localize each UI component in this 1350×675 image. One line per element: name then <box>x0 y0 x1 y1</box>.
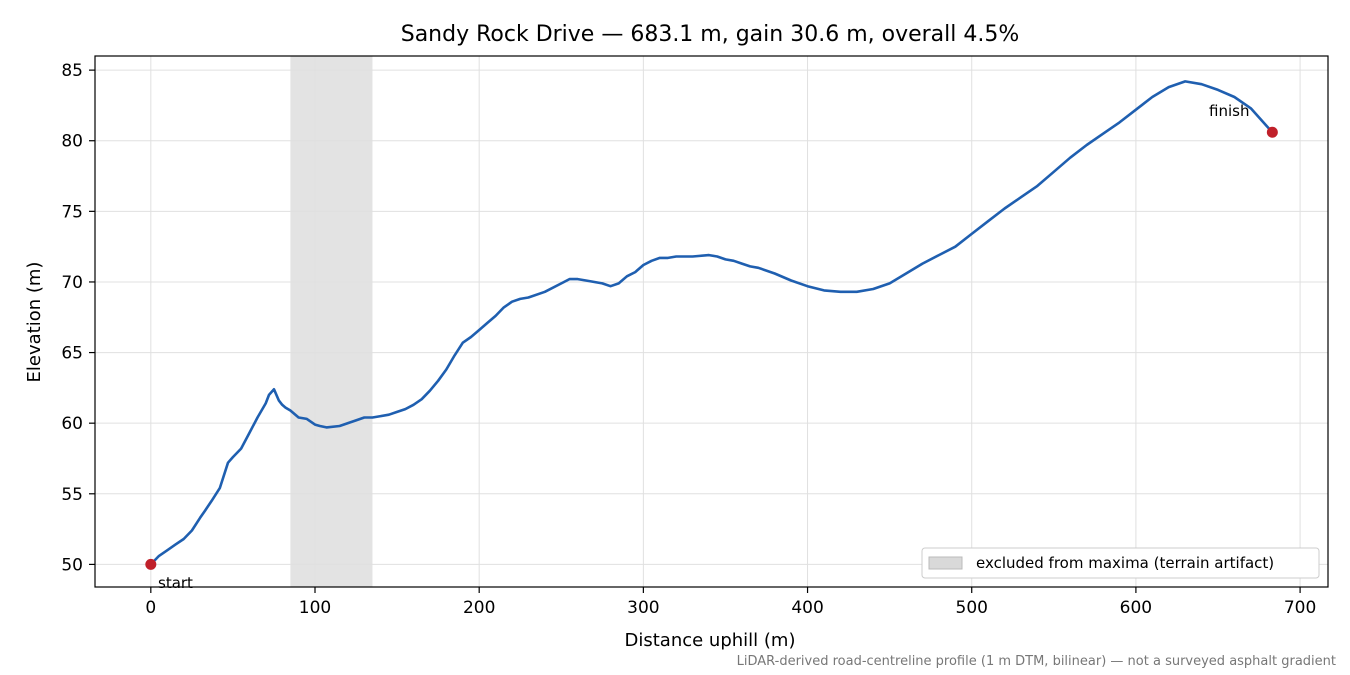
x-tick-label: 600 <box>1120 598 1152 618</box>
y-tick-label: 75 <box>61 202 83 222</box>
y-tick-label: 65 <box>61 344 83 364</box>
y-tick-label: 60 <box>61 414 83 434</box>
elevation-line <box>149 80 1274 566</box>
finish-marker <box>1266 126 1278 138</box>
x-tick-label: 700 <box>1284 598 1316 618</box>
legend-frame <box>921 547 1320 579</box>
x-tick-label: 100 <box>299 598 331 618</box>
y-tick-label: 55 <box>61 485 83 505</box>
x-tick-label: 500 <box>956 598 988 618</box>
excluded-band <box>290 56 373 587</box>
y-tick-label: 80 <box>61 132 83 152</box>
legend-band-swatch <box>928 556 963 570</box>
legend: excluded from maxima (terrain artifact) <box>921 547 1320 579</box>
x-axis-label: Distance uphill (m) <box>625 630 796 651</box>
y-axis-label: Elevation (m) <box>24 262 45 383</box>
legend-band-label: excluded from maxima (terrain artifact) <box>976 554 1274 572</box>
y-tick-label: 50 <box>61 555 83 575</box>
y-tick-label: 70 <box>61 273 83 293</box>
chart-title: Sandy Rock Drive — 683.1 m, gain 30.6 m,… <box>401 22 1020 47</box>
x-tick-label: 400 <box>791 598 823 618</box>
y-tick-label: 85 <box>61 61 83 81</box>
finish-label: finish <box>1209 102 1249 120</box>
x-tick-label: 0 <box>145 598 156 618</box>
footnote: LiDAR-derived road-centreline profile (1… <box>737 654 1336 669</box>
plot-frame <box>94 55 1329 588</box>
x-tick-label: 300 <box>627 598 659 618</box>
x-tick-label: 200 <box>463 598 495 618</box>
start-label: start <box>158 574 193 592</box>
start-marker <box>145 558 157 570</box>
